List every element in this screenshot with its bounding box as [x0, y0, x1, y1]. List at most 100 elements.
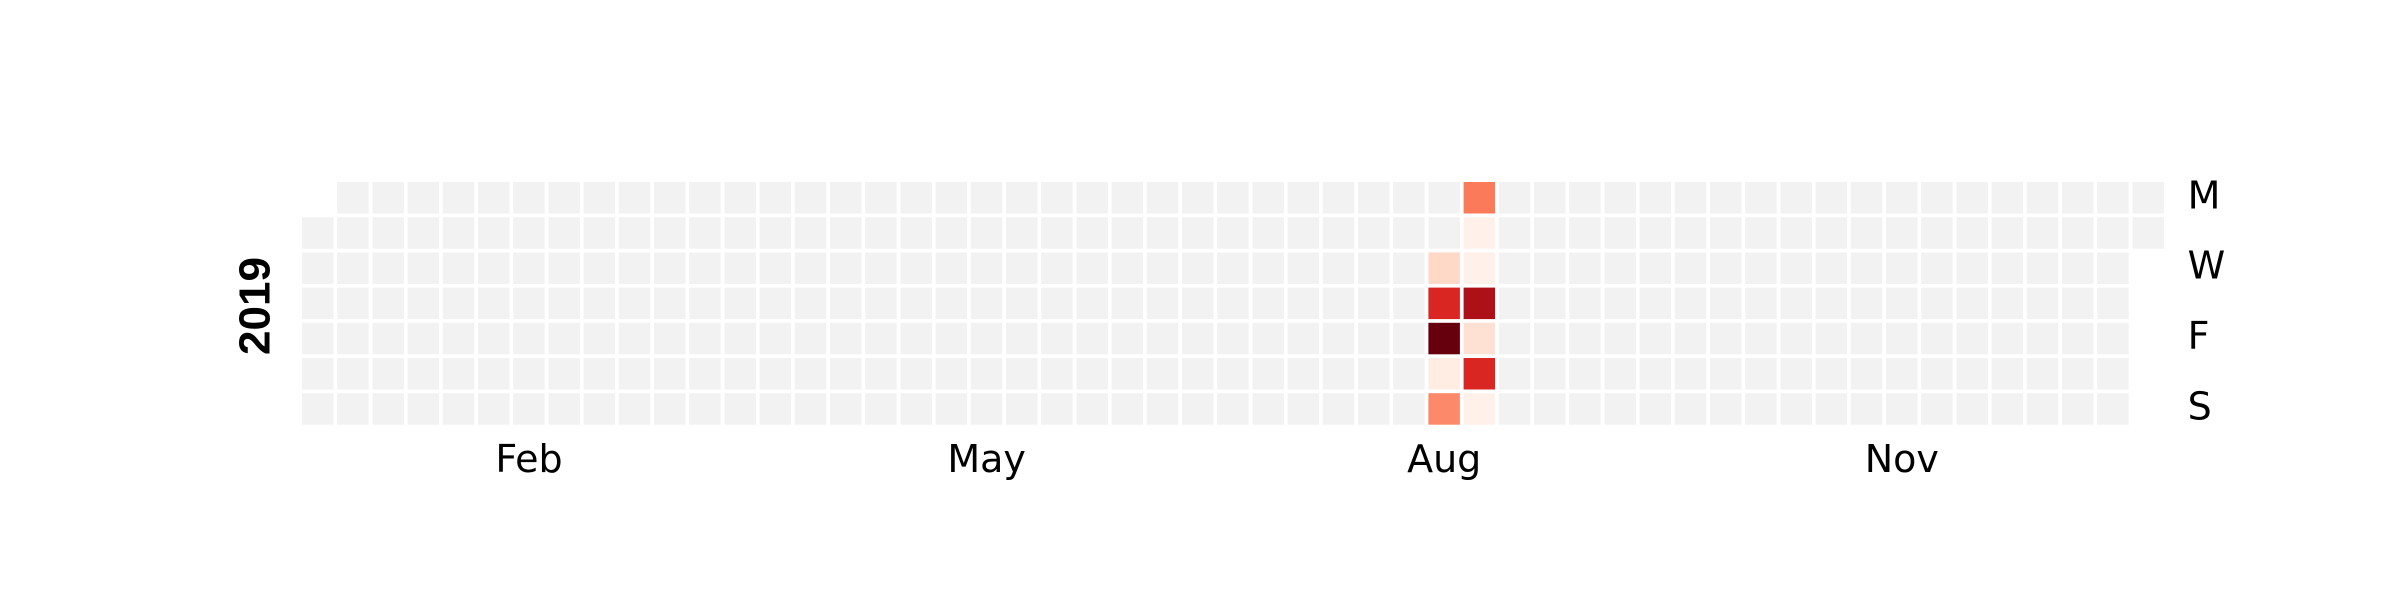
heatmap-cell [1710, 217, 1742, 249]
heatmap-cell [1921, 358, 1953, 390]
heatmap-cell [654, 217, 686, 249]
heatmap-cell [1217, 393, 1249, 425]
heatmap-cell [1674, 182, 1707, 214]
heatmap-cell [1393, 217, 1425, 249]
heatmap-cell [1780, 217, 1812, 249]
heatmap-cell [935, 217, 968, 249]
heatmap-cell [1674, 358, 1707, 390]
heatmap-cell [1780, 182, 1812, 214]
heatmap-cell [1674, 252, 1707, 284]
heatmap-cell [618, 217, 651, 249]
heatmap-cell [2097, 393, 2129, 425]
heatmap-cell [1886, 182, 1918, 214]
heatmap-cell [1745, 287, 1777, 320]
heatmap-cell [1252, 393, 1284, 425]
heatmap-cell [618, 358, 651, 390]
weekday-label: F [2188, 314, 2210, 358]
heatmap-cell [1463, 393, 1496, 425]
heatmap-cell [1393, 322, 1425, 355]
heatmap-cell [1886, 287, 1918, 320]
heatmap-cell [513, 358, 545, 390]
heatmap-cell [407, 252, 440, 284]
heatmap-cell [1076, 182, 1108, 214]
heatmap-cell [1076, 252, 1108, 284]
heatmap-cell [1569, 182, 1601, 214]
month-label: May [947, 437, 1026, 481]
heatmap-cell [1639, 393, 1672, 425]
heatmap-cell [442, 358, 475, 390]
heatmap-cell [2062, 182, 2094, 214]
heatmap-cell [1498, 393, 1531, 425]
heatmap-cell [1639, 182, 1672, 214]
heatmap-cell [1252, 217, 1284, 249]
heatmap-cell [302, 252, 334, 284]
heatmap-cell [2026, 393, 2059, 425]
heatmap-cell [724, 358, 756, 390]
heatmap-cell [1815, 322, 1848, 355]
heatmap-cell [2062, 287, 2094, 320]
heatmap-cell [2097, 322, 2129, 355]
heatmap-cell [1041, 217, 1073, 249]
heatmap-cell [337, 217, 369, 249]
heatmap-cell [900, 358, 932, 390]
heatmap-cell [1886, 322, 1918, 355]
heatmap-cell [1604, 182, 1636, 214]
heatmap-cell [1534, 322, 1566, 355]
heatmap-cell [478, 182, 510, 214]
heatmap-cell [1393, 358, 1425, 390]
heatmap-cell [1498, 322, 1531, 355]
heatmap-cell [1182, 358, 1214, 390]
heatmap-cell [372, 322, 404, 355]
heatmap-cell [1850, 322, 1883, 355]
heatmap-cell [548, 358, 580, 390]
heatmap-cell [548, 252, 580, 284]
heatmap-cell [935, 393, 968, 425]
heatmap-cell [1287, 287, 1320, 320]
heatmap-cell [830, 322, 862, 355]
heatmap-cell [407, 393, 440, 425]
heatmap-cell [1182, 252, 1214, 284]
heatmap-cell [1569, 287, 1601, 320]
heatmap-cell [583, 182, 616, 214]
heatmap-cell [970, 393, 1003, 425]
heatmap-cell [1921, 393, 1953, 425]
heatmap-cell [970, 358, 1003, 390]
heatmap-cell [1886, 252, 1918, 284]
heatmap-cell [2132, 217, 2164, 249]
heatmap-cell [1076, 393, 1108, 425]
heatmap-cell [1921, 217, 1953, 249]
heatmap-cell [1815, 252, 1848, 284]
heatmap-cell [1146, 182, 1179, 214]
heatmap-cell [1639, 217, 1672, 249]
heatmap-cell [794, 217, 827, 249]
heatmap-cell [1252, 322, 1284, 355]
heatmap-cell [970, 322, 1003, 355]
heatmap-cell [1815, 287, 1848, 320]
heatmap-cell [830, 358, 862, 390]
heatmap-cell [513, 322, 545, 355]
heatmap-cell [2062, 358, 2094, 390]
heatmap-cell [935, 287, 968, 320]
heatmap-cell [302, 393, 334, 425]
heatmap-cell [1393, 393, 1425, 425]
heatmap-cell [372, 287, 404, 320]
heatmap-cell [1850, 182, 1883, 214]
heatmap-cell [302, 322, 334, 355]
heatmap-cell [2026, 322, 2059, 355]
heatmap-cell [1076, 287, 1108, 320]
heatmap-cell [1146, 393, 1179, 425]
heatmap-cell [1287, 182, 1320, 214]
heatmap-cell [302, 217, 334, 249]
heatmap-cell [1498, 217, 1531, 249]
year-label: 2019 [231, 257, 280, 355]
heatmap-cell [1921, 322, 1953, 355]
heatmap-cell [513, 252, 545, 284]
heatmap-cell [865, 252, 897, 284]
heatmap-cell [1146, 358, 1179, 390]
heatmap-cell [2132, 182, 2164, 214]
heatmap-cell [1956, 393, 1988, 425]
heatmap-cell [1534, 182, 1566, 214]
heatmap-cell [618, 393, 651, 425]
heatmap-cell [1463, 358, 1496, 390]
heatmap-cell [1287, 358, 1320, 390]
